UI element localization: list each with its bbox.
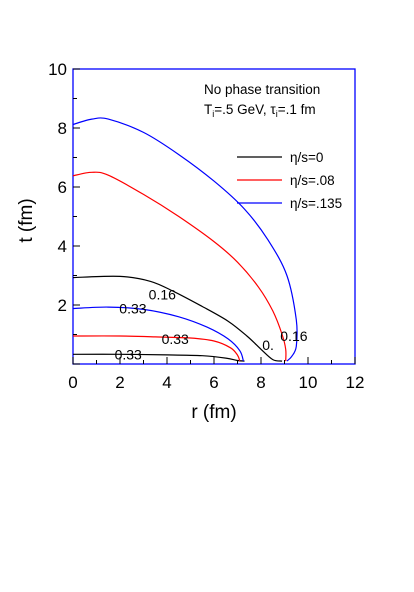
contour-line	[72, 275, 283, 362]
tau-symbol: τ	[270, 102, 276, 117]
series-layer: 0.160.330.33 0.160.330.	[72, 117, 308, 362]
contour-label: 0.33	[119, 301, 146, 317]
x-tick-label: 10	[299, 373, 318, 392]
contour-line	[72, 335, 241, 362]
tau-subscript: i	[276, 109, 278, 119]
y-tick-label: 2	[58, 296, 67, 315]
x-tick-label: 8	[256, 373, 265, 392]
temperature-symbol: T	[204, 102, 212, 117]
x-tick-label: 4	[162, 373, 171, 392]
y-tick-label: 10	[48, 60, 67, 79]
legend-label: η/s=0	[290, 150, 323, 165]
annotation-line-1: No phase transition	[204, 82, 320, 97]
legend-item: η/s=.135	[237, 196, 342, 211]
y-axis-label: t (fm)	[16, 198, 37, 242]
x-tick-label: 0	[68, 373, 77, 392]
legend: η/s=0 η/s=.08 η/s=.135	[237, 150, 342, 211]
contour-label-extra: 0.	[262, 337, 274, 353]
contour-label: 0.33	[162, 331, 189, 347]
chart-annotation: No phase transition Ti=.5 GeV, τi=.1 fm	[204, 82, 320, 119]
temperature-value: =.5 GeV,	[214, 102, 270, 117]
series-1: 0.160.33	[72, 275, 283, 362]
legend-label: η/s=.08	[290, 173, 335, 188]
x-tick-label: 2	[115, 373, 124, 392]
y-tick-label: 6	[58, 178, 67, 197]
y-tick-label: 8	[58, 119, 67, 138]
contour-line	[72, 171, 287, 362]
contour-label: 0.16	[280, 328, 307, 344]
x-axis-label: r (fm)	[191, 402, 236, 423]
legend-label: η/s=.135	[290, 196, 342, 211]
contour-line	[72, 306, 244, 362]
x-tick-label: 12	[346, 373, 365, 392]
contour-line	[72, 117, 298, 362]
annotation-line-2: Ti=.5 GeV, τi=.1 fm	[204, 102, 316, 119]
series-2: 0.33	[72, 171, 287, 362]
contour-line	[72, 353, 245, 362]
axis-ticks: 0 2 4 6 8 10 12 2 4 6 8 10	[48, 60, 364, 392]
temperature-subscript: i	[212, 109, 214, 119]
legend-item: η/s=.08	[237, 173, 335, 188]
x-tick-label: 6	[209, 373, 218, 392]
contour-label: 0.33	[115, 346, 142, 362]
y-tick-label: 4	[58, 237, 67, 256]
contour-label: 0.16	[149, 287, 176, 303]
series-3: 0.160.33	[72, 117, 308, 362]
legend-item: η/s=0	[237, 150, 323, 165]
tau-value: =.1 fm	[278, 102, 316, 117]
